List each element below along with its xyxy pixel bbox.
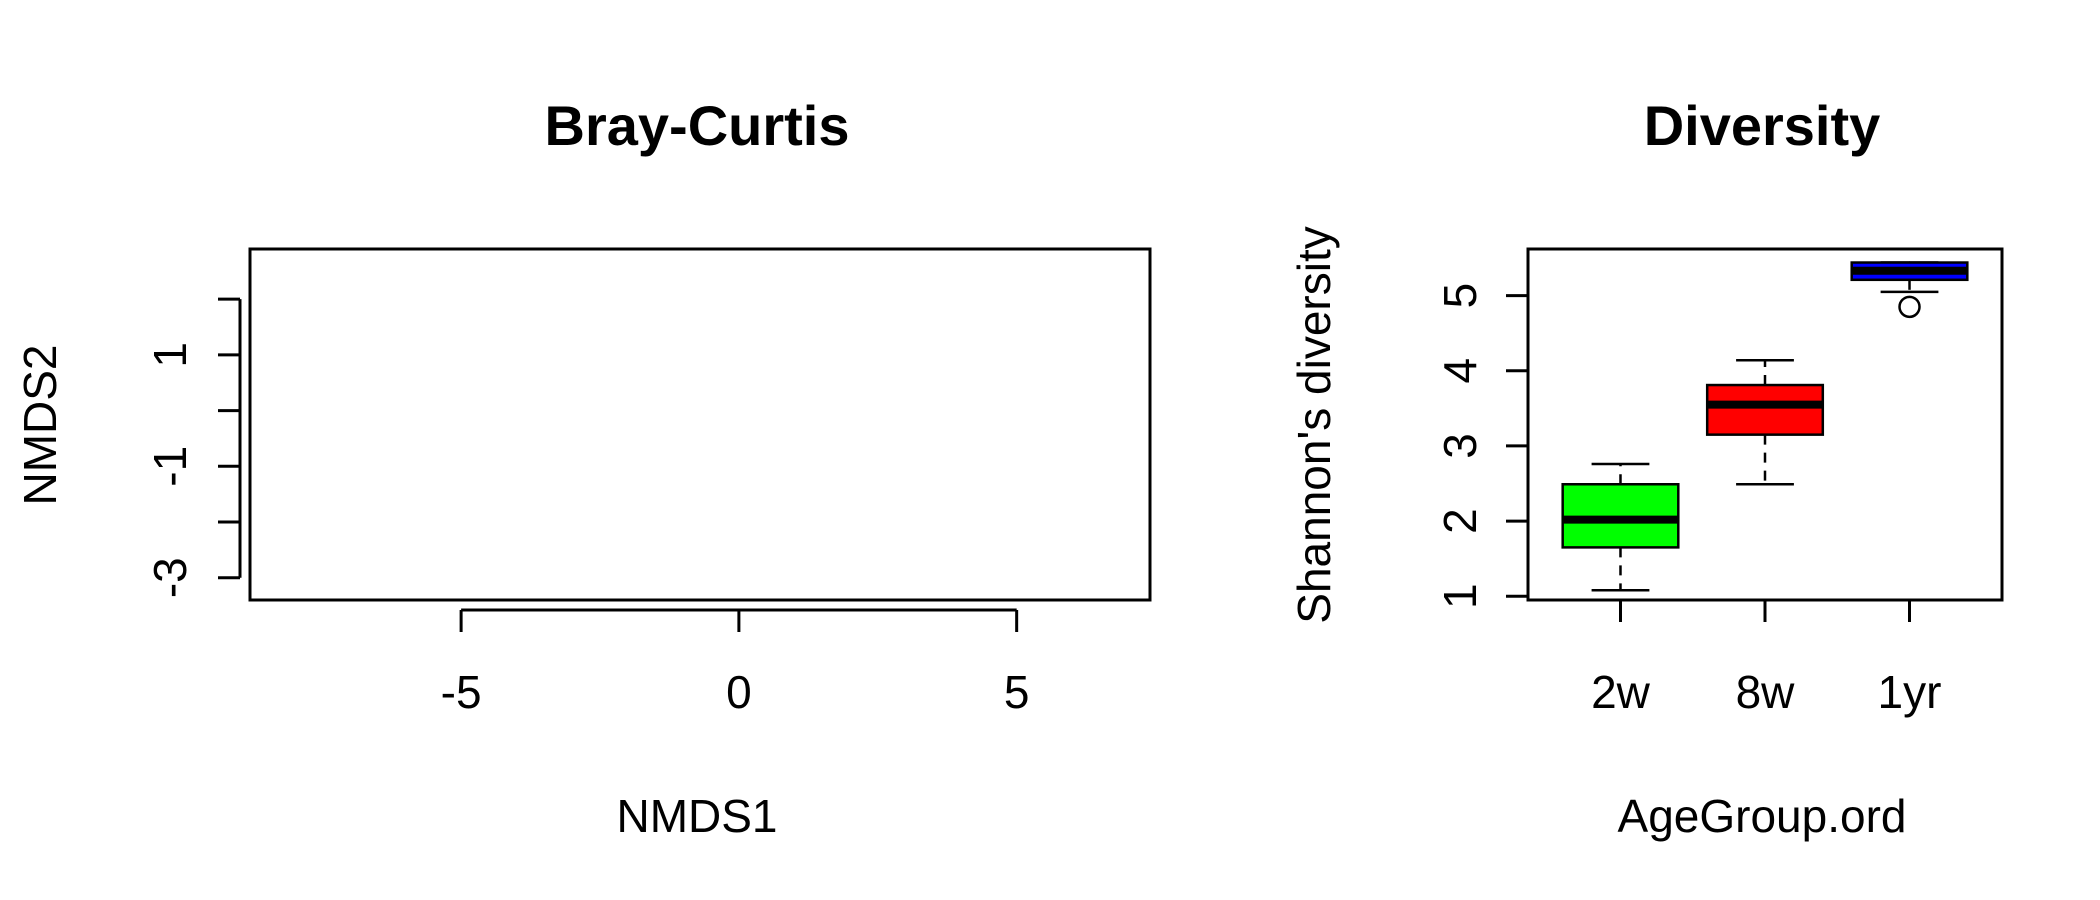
diversity-y-axis: 1 2 3 4 5	[1434, 283, 1528, 609]
diversity-y-tick-label: 2	[1434, 508, 1486, 534]
diversity-y-label: Shannon's diversity	[1288, 226, 1340, 623]
diversity-y-tick-label: 5	[1434, 283, 1486, 309]
nmds-y-tick-label: -1	[144, 446, 196, 487]
diversity-x-label: AgeGroup.ord	[1618, 790, 1907, 842]
nmds-y-label: NMDS2	[14, 344, 66, 505]
diversity-y-tick-label: 1	[1434, 583, 1486, 609]
nmds-y-tick-label: -3	[144, 557, 196, 598]
diversity-title: Diversity	[1644, 94, 1881, 157]
nmds-plot-frame	[248, 247, 1152, 602]
diversity-panel: Diversity 2w 8w 1yr 1 2 3 4 5 AgeGroup.ord Sha…	[1288, 94, 2004, 842]
nmds-x-label: NMDS1	[616, 790, 777, 842]
nmds-x-tick-label: -5	[441, 666, 482, 718]
nmds-title: Bray-Curtis	[545, 94, 850, 157]
box-1yr	[1850, 261, 1969, 319]
box-8w	[1705, 358, 1825, 486]
nmds-panel: Bray-Curtis -5 0 5 -3 -1 1 NMDS1 NMDS2	[14, 94, 1152, 842]
outlier-point	[1898, 295, 1921, 319]
nmds-y-axis: -3 -1 1	[144, 297, 242, 598]
nmds-x-tick-label: 5	[1004, 666, 1030, 718]
box-body	[1705, 383, 1825, 436]
diversity-x-tick-label: 8w	[1736, 666, 1796, 718]
diversity-x-axis: 2w 8w 1yr	[1591, 600, 1941, 718]
diversity-boxes	[1561, 261, 1969, 592]
diversity-y-tick-label: 4	[1434, 358, 1486, 384]
diversity-y-tick-label: 3	[1434, 433, 1486, 459]
nmds-x-axis: -5 0 5	[441, 608, 1030, 718]
diversity-x-tick-label: 2w	[1591, 666, 1651, 718]
box-2w	[1561, 462, 1680, 592]
diversity-x-tick-label: 1yr	[1878, 666, 1942, 718]
nmds-y-tick-label: 1	[144, 342, 196, 368]
nmds-x-tick-label: 0	[726, 666, 752, 718]
